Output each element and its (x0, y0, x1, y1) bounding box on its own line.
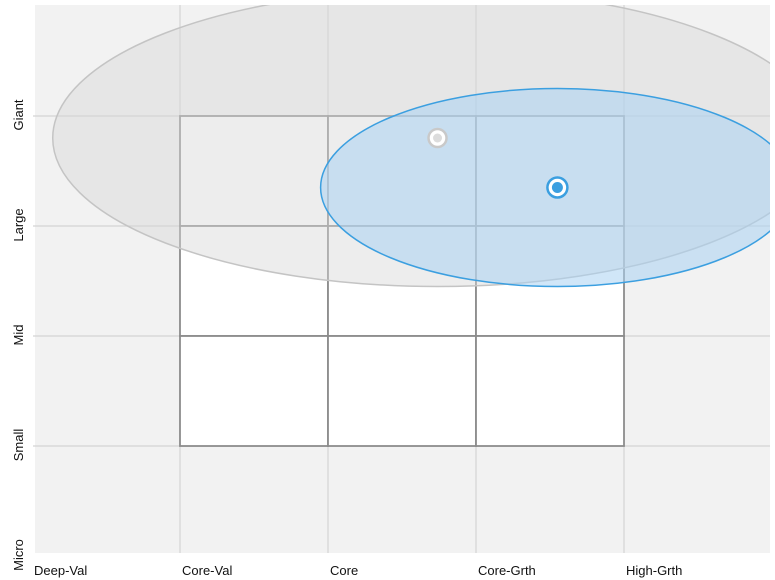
style-box-cell-mid-core (327, 335, 477, 447)
centroid-marker-1 (427, 127, 448, 149)
x-axis-labels: Deep-Val Core-Val Core Core-Grth High-Grth (34, 563, 682, 578)
x-tick-label-core: Core (330, 563, 358, 578)
x-tick-label-core-grth: Core-Grth (478, 563, 536, 578)
y-tick-label-large: Large (11, 208, 26, 241)
style-box-cell-mid-core-grth (475, 335, 625, 447)
y-axis-labels: Giant Large Mid Small Micro (11, 99, 26, 571)
style-box-cell-mid-core-val (179, 335, 329, 447)
x-tick-label-high-grth: High-Grth (626, 563, 682, 578)
x-tick-label-core-val: Core-Val (182, 563, 232, 578)
centroids (427, 127, 569, 199)
centroid-marker-2 (546, 176, 569, 199)
x-tick-label-deep-val: Deep-Val (34, 563, 87, 578)
style-box-cell-large-core-val (179, 225, 329, 337)
style-box-cell-giant-core-val (179, 115, 329, 227)
y-tick-label-micro: Micro (11, 539, 26, 571)
y-tick-label-giant: Giant (11, 99, 26, 130)
y-tick-label-mid: Mid (11, 325, 26, 346)
y-tick-label-small: Small (11, 429, 26, 462)
